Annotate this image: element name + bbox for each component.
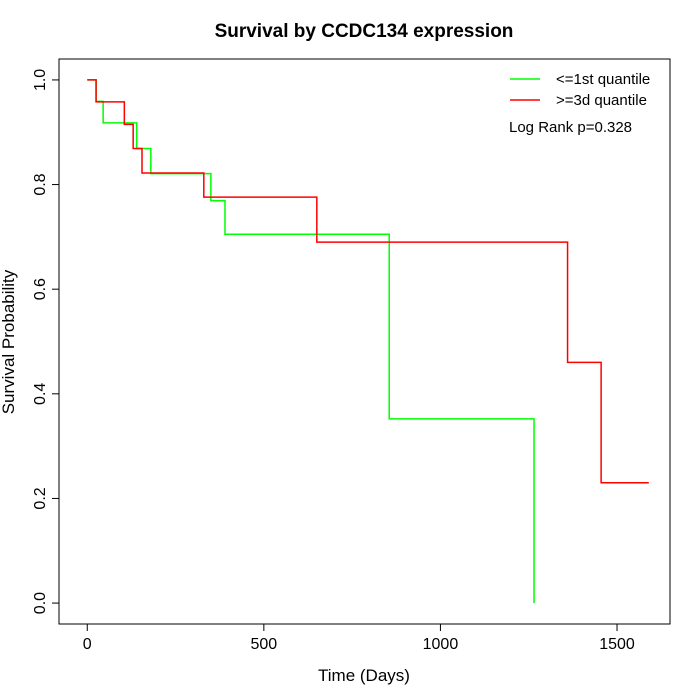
survival-curves [87, 79, 649, 604]
y-tick-label: 1.0 [32, 69, 49, 91]
log-rank-annotation: Log Rank p=0.328 [509, 119, 632, 136]
plot-frame [58, 58, 671, 625]
x-tick-label: 500 [250, 636, 277, 653]
y-axis: 0.0 0.2 0.4 0.6 0.8 1.0 [32, 69, 60, 614]
x-axis-label: Time (Days) [318, 666, 410, 685]
y-tick-label: 0.6 [32, 278, 49, 300]
legend: <=1st quantile >=3d quantile [510, 71, 650, 109]
x-tick-label: 1000 [423, 636, 459, 653]
survival-curve-1 [87, 79, 535, 604]
y-axis-label: Survival Probability [0, 269, 18, 414]
x-tick-label: 0 [83, 636, 92, 653]
chart-title: Survival by CCDC134 expression [215, 21, 514, 42]
survival-curve-2 [87, 79, 649, 484]
y-tick-label: 0.2 [32, 487, 49, 509]
y-tick-label: 0.4 [32, 383, 49, 405]
legend-label: >=3d quantile [556, 92, 647, 109]
x-axis: 0 500 1000 1500 [83, 623, 635, 653]
legend-label: <=1st quantile [556, 71, 650, 88]
x-tick-label: 1500 [599, 636, 635, 653]
y-tick-label: 0.0 [32, 592, 49, 614]
y-tick-label: 0.8 [32, 173, 49, 195]
